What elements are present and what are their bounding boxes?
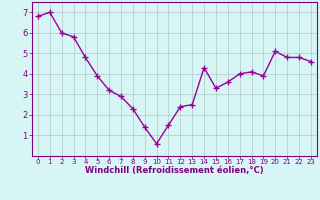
X-axis label: Windchill (Refroidissement éolien,°C): Windchill (Refroidissement éolien,°C) bbox=[85, 166, 264, 175]
